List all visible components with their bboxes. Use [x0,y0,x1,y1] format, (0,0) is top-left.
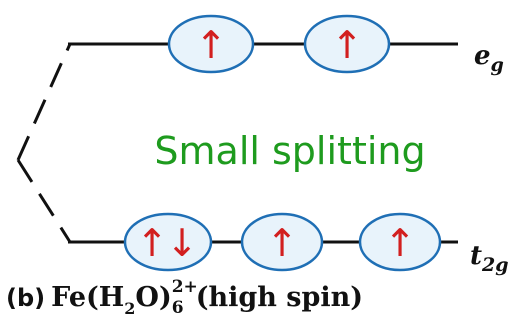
t2g-label: t2g [470,241,509,276]
formula-prefix: Fe(H [51,282,125,313]
electron-arrow-down: ↓ [166,221,198,265]
electron-arrow-up: ↑ [384,221,416,265]
electron-arrow-up: ↑ [195,23,227,67]
electron-arrow-up: ↑ [331,23,363,67]
formula-middle: O) [135,282,172,313]
electron-arrow-up: ↑ [266,221,298,265]
t2g-orbital-2 [240,212,324,272]
connector-dash-lower [16,159,72,243]
formula-subscript: 6 [171,297,184,318]
caption-suffix: (high spin) [195,282,364,313]
formula-superscript: 2+ [171,276,198,297]
formula-charge-and-count: 2+ 6 [171,278,198,318]
formula-subscript-h: 2 [124,299,136,318]
eg-label: eg [474,41,504,76]
connector-dash-upper [16,43,72,161]
eg-orbital-2 [303,14,391,74]
splitting-label: Small splitting [154,129,425,173]
t2g-orbital-3 [358,212,442,272]
t2g-orbital-1 [123,212,213,272]
electron-arrow-up: ↑ [136,221,168,265]
caption-part-label: (b) [6,284,46,312]
eg-orbital-1 [167,14,255,74]
figure-caption: (b) Fe(H2O) 2+ 6 (high spin) [6,278,363,318]
